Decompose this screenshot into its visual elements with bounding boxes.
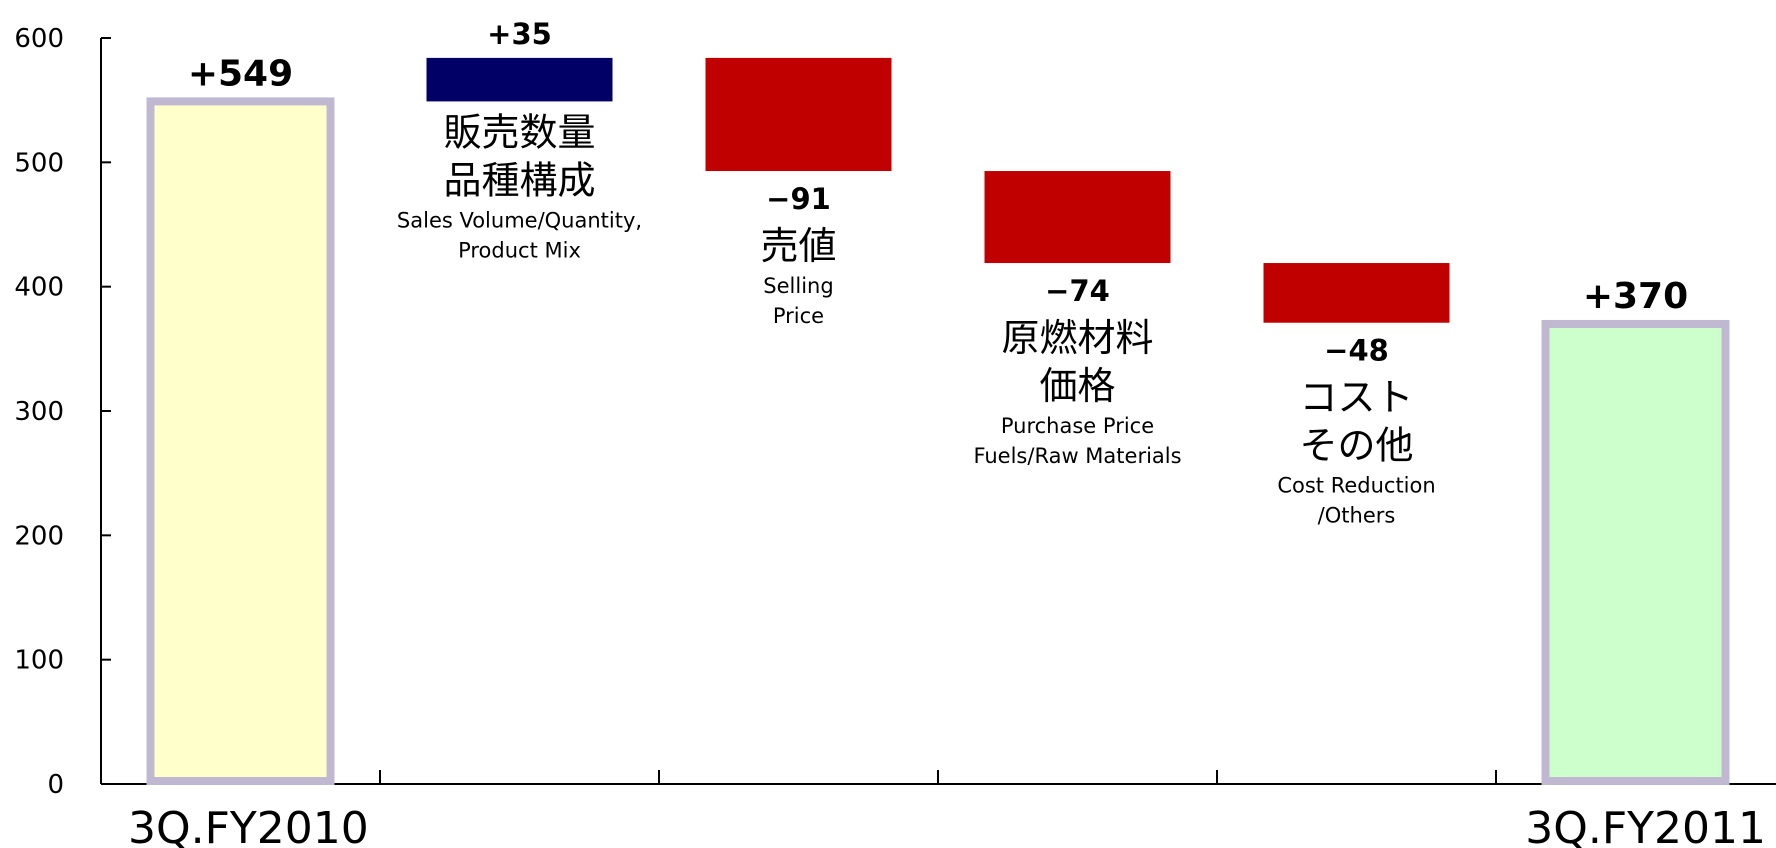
step-label-en: Selling: [763, 274, 833, 298]
data-label-step-4: −48: [1324, 334, 1389, 368]
y-tick-label: 300: [14, 397, 64, 427]
y-tick-label: 500: [14, 148, 64, 178]
data-label-step-2: −91: [766, 182, 831, 216]
data-label-end: +370: [1583, 276, 1688, 317]
bar-end: [1541, 319, 1730, 785]
chart-bars: [146, 57, 1730, 786]
step-label-en: Purchase Price: [1001, 414, 1154, 438]
bar-step-4: [1263, 263, 1450, 323]
y-tick-label: 0: [47, 770, 64, 800]
y-tick-label: 200: [14, 521, 64, 551]
step-label-jp: 原燃材料: [1001, 316, 1153, 360]
step-label-jp: 品種構成: [443, 158, 595, 202]
step-label-en: Fuels/Raw Materials: [973, 444, 1181, 468]
x-category-label-end: 3Q.FY2011: [1525, 803, 1766, 848]
step-label-jp: 価格: [1039, 364, 1115, 408]
step-label-en: Cost Reduction: [1277, 474, 1435, 498]
step-label-en: Product Mix: [458, 238, 581, 262]
data-label-step-3: −74: [1045, 274, 1110, 308]
data-label-start: +549: [188, 53, 293, 94]
x-category-label-start: 3Q.FY2010: [128, 803, 369, 848]
data-label-step-1: +35: [487, 17, 552, 51]
bar-start: [146, 97, 335, 786]
step-label-en: Sales Volume/Quantity,: [397, 208, 642, 232]
y-tick-label: 100: [14, 646, 64, 676]
bar-step-2: [705, 57, 892, 172]
y-tick-label: 600: [14, 24, 64, 54]
step-label-jp: 販売数量: [443, 110, 595, 154]
step-label-jp: コスト: [1299, 376, 1413, 420]
y-tick-label: 400: [14, 273, 64, 303]
step-label-en: /Others: [1318, 504, 1396, 528]
step-label-jp: 売値: [760, 224, 836, 268]
bar-step-1: [426, 57, 613, 102]
bar-step-3: [984, 171, 1171, 264]
step-label-jp: その他: [1299, 424, 1413, 468]
chart-axes: 0 100 200 300 400 500 600: [14, 24, 1776, 800]
step-label-en: Price: [773, 304, 824, 328]
